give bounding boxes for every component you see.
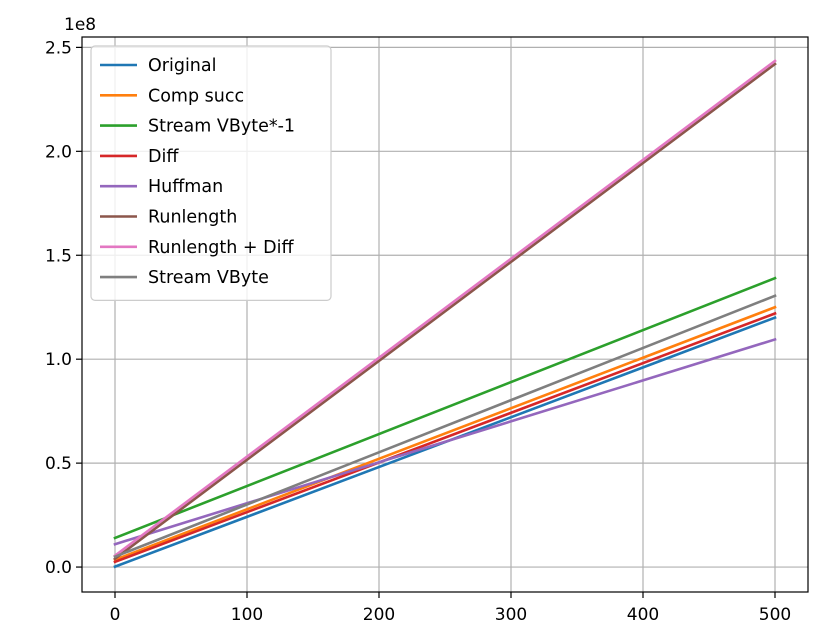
x-tick-label: 400 [627, 605, 659, 625]
legend-label: Runlength + Diff [148, 238, 294, 258]
series-line-runlength [113, 62, 777, 561]
x-tick-label: 100 [231, 605, 263, 625]
legend-label: Runlength [148, 208, 237, 228]
series-line-diff [113, 311, 777, 564]
legend-label: Comp succ [148, 86, 244, 106]
y-tick-label: 1.0 [45, 350, 72, 370]
legend-label: Original [148, 56, 216, 76]
y-offset-label: 1e8 [64, 15, 96, 35]
legend-label: Stream VByte*-1 [148, 117, 295, 137]
y-tick-label: 0.0 [45, 558, 72, 578]
series-line-runlength-diff [113, 59, 777, 558]
x-tick-label: 300 [495, 605, 527, 625]
legend: Original Comp succ Stream VByte*-1 Diff Huff… [90, 45, 332, 301]
axis-ticks: 0 100 200 300 400 500 0.0 0.5 1.0 1.5 2.0 2.5 [45, 38, 791, 625]
y-tick-label: 2.5 [45, 38, 72, 58]
y-tick-label: 0.5 [45, 454, 72, 474]
x-tick-label: 200 [363, 605, 395, 625]
legend-label: Stream VByte [148, 268, 269, 288]
series-lines [113, 59, 777, 569]
plot-frame [81, 36, 809, 593]
grid-lines [82, 37, 808, 592]
y-tick-label: 1.5 [45, 246, 72, 266]
series-line-stream-vbyte [113, 294, 777, 559]
legend-label: Diff [148, 147, 179, 167]
x-tick-label: 0 [110, 605, 121, 625]
legend-box [90, 45, 332, 301]
y-tick-label: 2.0 [45, 142, 72, 162]
series-line-stream-vbyte-1 [113, 276, 777, 540]
series-line-comp-succ [113, 305, 777, 562]
x-tick-label: 500 [759, 605, 791, 625]
legend-label: Huffman [148, 177, 223, 197]
series-line-huffman [113, 337, 777, 546]
